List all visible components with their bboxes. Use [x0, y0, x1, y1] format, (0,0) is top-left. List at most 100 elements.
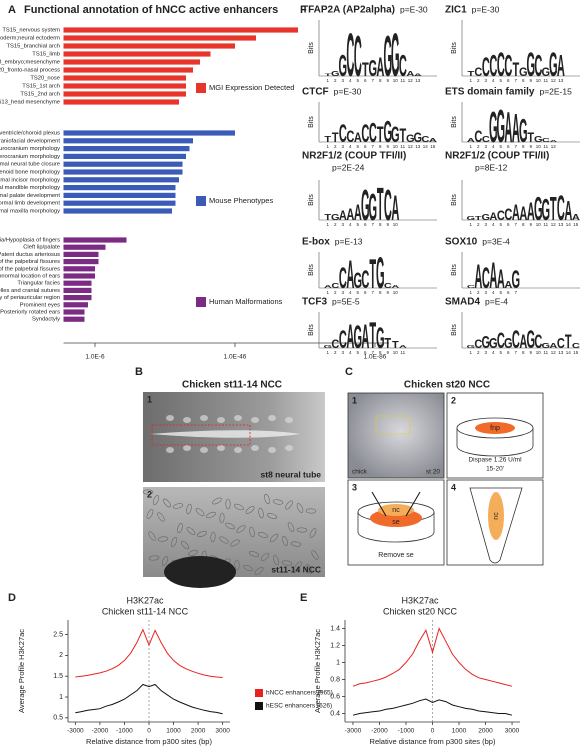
logo-position: 6	[364, 350, 367, 355]
logo-letter: A	[474, 258, 482, 296]
somite	[166, 415, 174, 421]
cell	[230, 539, 240, 547]
logo-position: 12	[408, 78, 414, 83]
logo-letter: C	[467, 283, 475, 289]
bits-label: Bits	[308, 42, 315, 54]
logo-position: 10	[536, 350, 542, 355]
somite	[268, 415, 276, 421]
logo-position: 2	[334, 222, 337, 227]
category-label: abnormal maxilla morphology	[0, 209, 60, 215]
logo-position: 11	[543, 222, 548, 227]
logo-position: 3	[341, 222, 344, 227]
logo-position: 10	[536, 78, 542, 83]
bar	[63, 153, 186, 159]
logo-letter: G	[354, 320, 363, 356]
logo-letter: A	[512, 106, 520, 151]
logo-letter: T	[332, 130, 339, 145]
logo-letter: A	[512, 200, 520, 225]
logo-position: 14	[423, 144, 429, 149]
logo-letter: G	[467, 215, 476, 221]
logo-letter: G	[331, 70, 340, 79]
cell	[195, 508, 205, 516]
logo-position: 1	[326, 78, 329, 83]
y-axis-label: Average Profile H3K27ac	[313, 629, 322, 713]
bar	[63, 251, 99, 257]
explant	[164, 556, 236, 588]
bar	[63, 280, 92, 286]
cell	[258, 507, 264, 519]
logo-position: 4	[349, 350, 352, 355]
logo-position: 5	[356, 290, 359, 295]
x-tick-label: 3000	[215, 728, 230, 735]
cell	[196, 530, 208, 538]
logo-position: 8	[522, 222, 525, 227]
bar	[63, 83, 186, 89]
logo-position: 3	[484, 222, 487, 227]
logo-position: 1	[326, 144, 329, 149]
y-axis-label: Average Profile H3K27ac	[17, 629, 26, 713]
category-label: abnormal mandible morphology	[0, 185, 60, 191]
cell	[157, 512, 165, 522]
chart-title: Functional annotation of hNCC active enh…	[24, 4, 278, 16]
bar	[63, 130, 235, 136]
x-tick-label: -1000	[398, 728, 415, 735]
logo-letter: C	[542, 137, 551, 143]
logo-position: 7	[514, 144, 517, 149]
logo-position: 5	[356, 222, 359, 227]
logo-position: 14	[566, 222, 572, 227]
logo-position: 6	[507, 222, 510, 227]
logo-position: 7	[514, 222, 517, 227]
logo-letter: C	[339, 327, 347, 354]
logo-letter: A	[346, 254, 354, 298]
category-label: Abnormality of the palpebral fissures	[0, 266, 60, 272]
y-tick-label: 1.4	[330, 625, 340, 632]
somite	[200, 447, 208, 453]
logo-position: 15	[573, 350, 579, 355]
logo-letter: G	[331, 213, 340, 222]
logo-position: 10	[536, 222, 542, 227]
logo-position: 15	[430, 144, 436, 149]
bar	[63, 75, 186, 81]
box-label: chick	[352, 469, 368, 476]
logo-position: 8	[379, 350, 382, 355]
logo-position: 12	[551, 78, 557, 83]
profile-line	[75, 683, 223, 715]
cell	[171, 536, 177, 548]
logo-letter: G	[369, 56, 378, 82]
motif-p: p=E-13	[335, 236, 363, 246]
cell	[152, 494, 160, 506]
cell	[305, 564, 313, 574]
logo-position: 3	[484, 290, 487, 295]
logo-position: 3	[341, 78, 344, 83]
logo-position: 6	[507, 78, 510, 83]
logo-letter: C	[512, 327, 520, 354]
cell	[225, 498, 231, 510]
logo-letter: G	[391, 122, 400, 147]
cell	[296, 527, 308, 533]
cell	[219, 512, 225, 524]
logo-position: 2	[477, 144, 480, 149]
legend-label: Mouse Phenotypes	[209, 196, 273, 205]
logo-position: 7	[371, 290, 374, 295]
logo-letter: G	[527, 46, 536, 84]
image-number: 1	[147, 394, 152, 404]
chart-title: H3K27ac	[126, 595, 164, 605]
logo-position: 6	[364, 78, 367, 83]
motif-name: ZIC1	[445, 5, 467, 16]
cell	[186, 527, 196, 535]
box-label: Remove se	[378, 552, 414, 559]
motif-name: TCF3	[302, 297, 327, 308]
logo-letter: A	[467, 137, 476, 143]
bits-label: Bits	[451, 264, 458, 276]
logo-position: 13	[558, 350, 564, 355]
bar	[63, 91, 186, 97]
cell	[311, 550, 319, 560]
category-label: Syndactyly	[32, 317, 60, 323]
logo-position: 7	[371, 78, 374, 83]
bar	[63, 237, 127, 243]
logo-letter: G	[542, 67, 551, 79]
logo-position: 1	[469, 78, 472, 83]
box-label: Dispase 1.26 U/ml	[468, 457, 522, 464]
cell	[305, 508, 317, 514]
category-label: TS13_embryo;ectoderm;neural ectoderm	[0, 36, 60, 42]
